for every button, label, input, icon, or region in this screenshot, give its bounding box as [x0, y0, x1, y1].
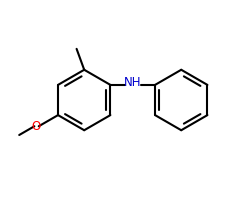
Text: O: O — [31, 120, 40, 133]
Text: NH: NH — [124, 76, 141, 89]
